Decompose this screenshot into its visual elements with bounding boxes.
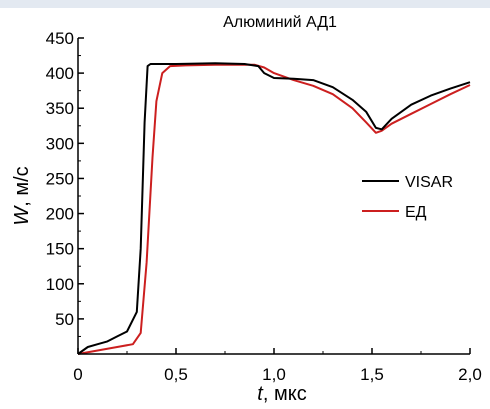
x-tick-label: 0,5	[164, 365, 188, 384]
plot-lines	[77, 62, 471, 355]
y-tick-label: 300	[46, 134, 74, 153]
x-tick-label: 0	[73, 365, 82, 384]
top-border-strip	[0, 0, 490, 8]
y-tick-label: 350	[46, 99, 74, 118]
y-tick-label: 200	[46, 205, 74, 224]
y-tick-label: 150	[46, 240, 74, 259]
y-axis-label-unit: , м/с	[11, 166, 33, 206]
y-ticks: 50 100 150 200 250 300 350 400 450	[46, 29, 84, 337]
legend: VISAR ЕД	[362, 174, 453, 221]
x-axis-label-unit: , мкс	[263, 383, 307, 405]
x-axis-label-var: t	[257, 383, 264, 405]
chart-title: Алюминий АД1	[223, 14, 337, 31]
y-tick-label: 450	[46, 29, 74, 48]
x-ticks: 0 0,5 1,0 1,5 2,0	[73, 348, 482, 384]
legend-label-visar: VISAR	[405, 174, 453, 191]
y-axis-label: W, м/с	[11, 166, 33, 225]
y-tick-label: 250	[46, 169, 74, 188]
y-axis-label-var: W	[11, 205, 33, 226]
y-tick-label: 400	[46, 64, 74, 83]
series-line-visar	[77, 62, 471, 355]
legend-label-ed: ЕД	[405, 204, 427, 221]
y-tick-label: 50	[55, 310, 74, 329]
x-tick-label: 1,5	[360, 365, 384, 384]
y-tick-label: 100	[46, 275, 74, 294]
x-tick-label: 1,0	[262, 365, 286, 384]
x-axis-label: t, мкс	[257, 383, 306, 405]
x-tick-label: 2,0	[458, 365, 482, 384]
